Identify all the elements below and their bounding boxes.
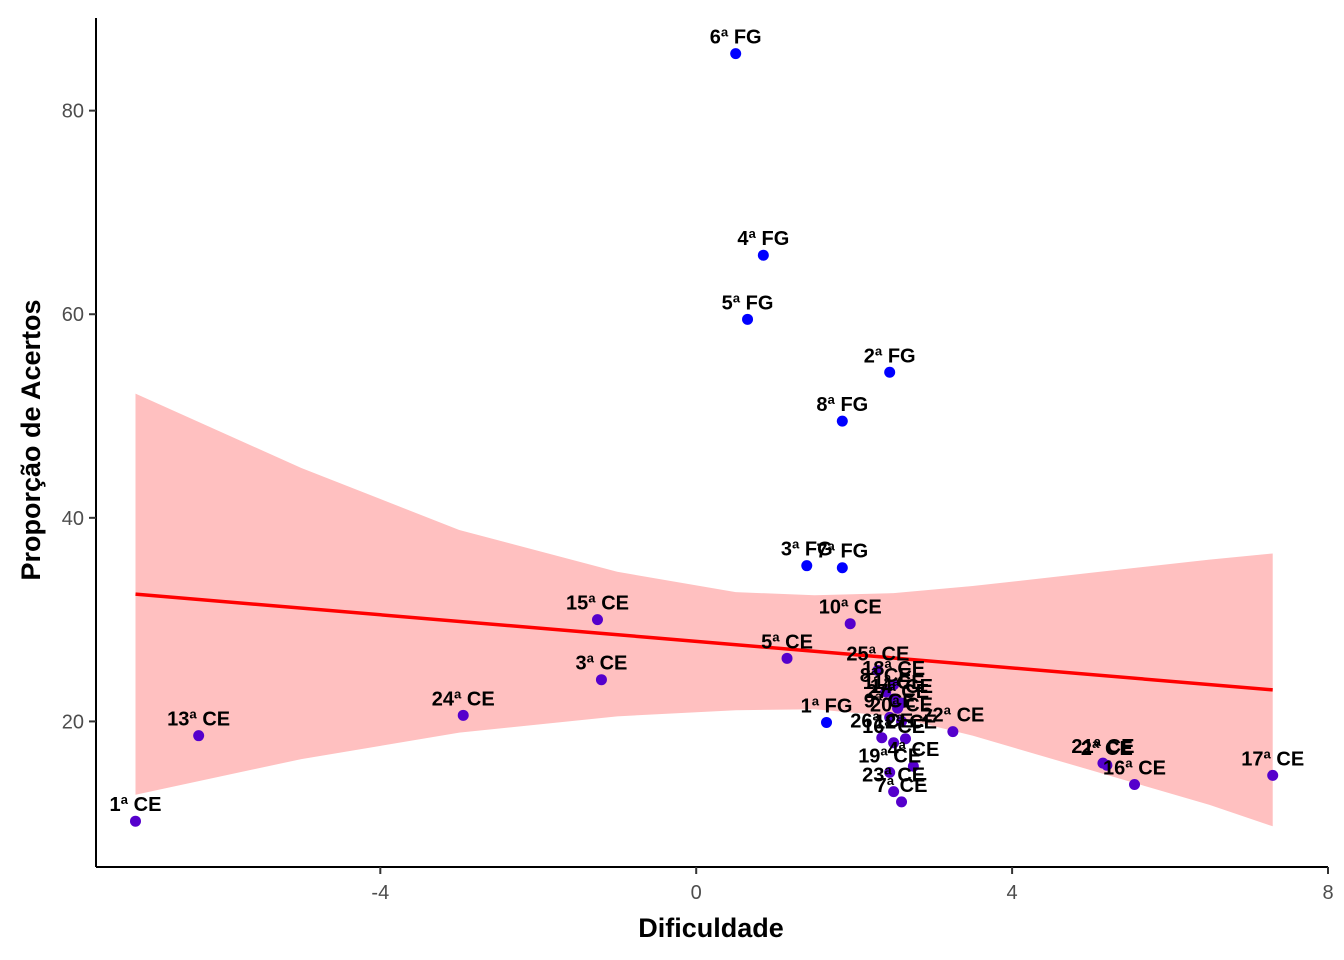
point-label: 2ª CE [1081,738,1133,760]
data-point [888,679,900,691]
point-label: 8ª CE [860,665,912,687]
point-label: 18ª CE [862,658,925,680]
data-point [880,686,892,698]
point-label: 14ª CE [870,676,933,698]
point-label: 11ª CE [863,672,925,694]
point-label: 22ª CE [921,705,984,727]
data-point [844,618,856,630]
regression-line [135,592,1273,692]
data-point [742,313,754,325]
data-point [457,709,469,721]
point-label: 19ª CE [858,745,921,767]
y-tick-label: 40 [62,508,84,530]
point-label: 5ª FG [722,292,774,314]
data-point [1267,769,1279,781]
x-tick-label: 4 [1007,882,1018,904]
point-label: 3ª FG [781,539,833,561]
point-label: 20ª CE [870,694,933,716]
data-point [591,614,603,626]
data-point [193,730,205,742]
data-point [892,702,904,714]
data-point [907,760,919,772]
point-label: 16ª CE [1103,758,1166,780]
data-point [876,732,888,744]
point-label: 10ª CE [819,597,882,619]
data-point [884,766,896,778]
point-label: 26ª CE [850,711,913,733]
data-point [129,815,141,827]
point-label: 7ª CE [876,775,928,797]
data-point [757,249,769,261]
data-point [947,726,959,738]
y-tick-label: 60 [62,304,84,326]
confidence-band [135,393,1273,827]
point-label: 4ª FG [737,228,789,250]
point-label: 3ª CE [575,653,627,675]
point-label: 8ª FG [816,394,868,416]
point-label: 4ª CE [887,739,939,761]
data-point [896,715,908,727]
data-point [899,733,911,745]
data-point [836,415,848,427]
data-point [1129,779,1141,791]
point-label: 9ª CE [864,690,916,712]
points-layer [129,48,1279,827]
data-point [872,665,884,677]
point-label: 17ª CE [1241,748,1304,770]
point-label: 7ª FG [816,541,868,563]
point-label: 16ª CE [862,716,925,738]
x-tick-label: 0 [691,882,702,904]
data-point [888,737,900,749]
data-point [595,674,607,686]
data-point [884,366,896,378]
point-label: 23ª CE [862,765,925,787]
data-point [888,786,900,798]
y-tick-label: 20 [62,711,84,733]
point-label: 1ª CE [110,794,162,816]
point-label: 25ª CE [846,644,909,666]
point-label: 27ª CE [866,681,929,703]
data-point [1101,759,1113,771]
data-point [821,716,833,728]
point-label: 1ª FG [801,695,853,717]
regression-line-layer [135,592,1273,692]
point-label: 2ª FG [864,345,916,367]
y-tick-label: 80 [62,101,84,123]
x-axis-title: Dificuldade [638,913,784,943]
point-label: 21ª CE [1071,736,1134,758]
x-tick-label: 8 [1322,882,1333,904]
point-label: 15ª CE [566,593,629,615]
point-label: 6ª FG [710,27,762,49]
axes-layer: -4 0 4 8 20 40 60 80 [62,18,1334,904]
point-label: 5ª CE [761,631,813,653]
point-label: 12ª CE [874,712,937,734]
data-point [896,796,908,808]
data-point [884,711,896,723]
data-point [781,652,793,664]
confidence-band-layer [135,393,1273,827]
point-label: 24ª CE [432,688,495,710]
x-tick-label: -4 [371,882,389,904]
data-point [730,48,742,60]
data-point [836,562,848,574]
point-label: 13ª CE [167,709,230,731]
data-point [801,560,813,572]
y-axis-title: Proporção de Acertos [16,299,46,580]
